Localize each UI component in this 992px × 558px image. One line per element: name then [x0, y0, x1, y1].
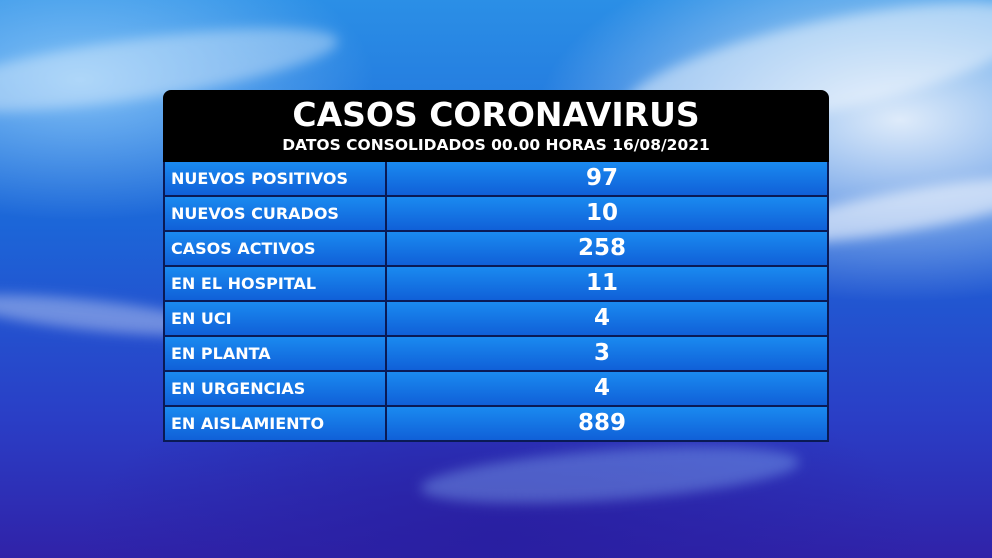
table-row: EN EL HOSPITAL 11: [163, 267, 829, 302]
table-row: EN UCI 4: [163, 302, 829, 337]
panel-header: CASOS CORONAVIRUS DATOS CONSOLIDADOS 00.…: [163, 90, 829, 160]
row-value: 3: [387, 337, 829, 370]
row-value: 11: [387, 267, 829, 300]
table-row: NUEVOS POSITIVOS 97: [163, 162, 829, 197]
row-label: EN URGENCIAS: [163, 372, 387, 405]
table-row: NUEVOS CURADOS 10: [163, 197, 829, 232]
row-label: NUEVOS POSITIVOS: [163, 162, 387, 195]
table-row: EN AISLAMIENTO 889: [163, 407, 829, 442]
cases-table: NUEVOS POSITIVOS 97 NUEVOS CURADOS 10 CA…: [163, 160, 829, 442]
row-value: 258: [387, 232, 829, 265]
panel-title: CASOS CORONAVIRUS: [292, 95, 700, 134]
table-row: EN URGENCIAS 4: [163, 372, 829, 407]
row-value: 97: [387, 162, 829, 195]
row-value: 4: [387, 302, 829, 335]
panel-subtitle: DATOS CONSOLIDADOS 00.00 HORAS 16/08/202…: [282, 136, 710, 154]
table-row: EN PLANTA 3: [163, 337, 829, 372]
row-label: EN AISLAMIENTO: [163, 407, 387, 440]
row-value: 10: [387, 197, 829, 230]
row-value: 889: [387, 407, 829, 440]
row-label: EN PLANTA: [163, 337, 387, 370]
row-label: EN EL HOSPITAL: [163, 267, 387, 300]
table-row: CASOS ACTIVOS 258: [163, 232, 829, 267]
row-value: 4: [387, 372, 829, 405]
row-label: EN UCI: [163, 302, 387, 335]
row-label: NUEVOS CURADOS: [163, 197, 387, 230]
covid-cases-panel: CASOS CORONAVIRUS DATOS CONSOLIDADOS 00.…: [163, 90, 829, 442]
row-label: CASOS ACTIVOS: [163, 232, 387, 265]
